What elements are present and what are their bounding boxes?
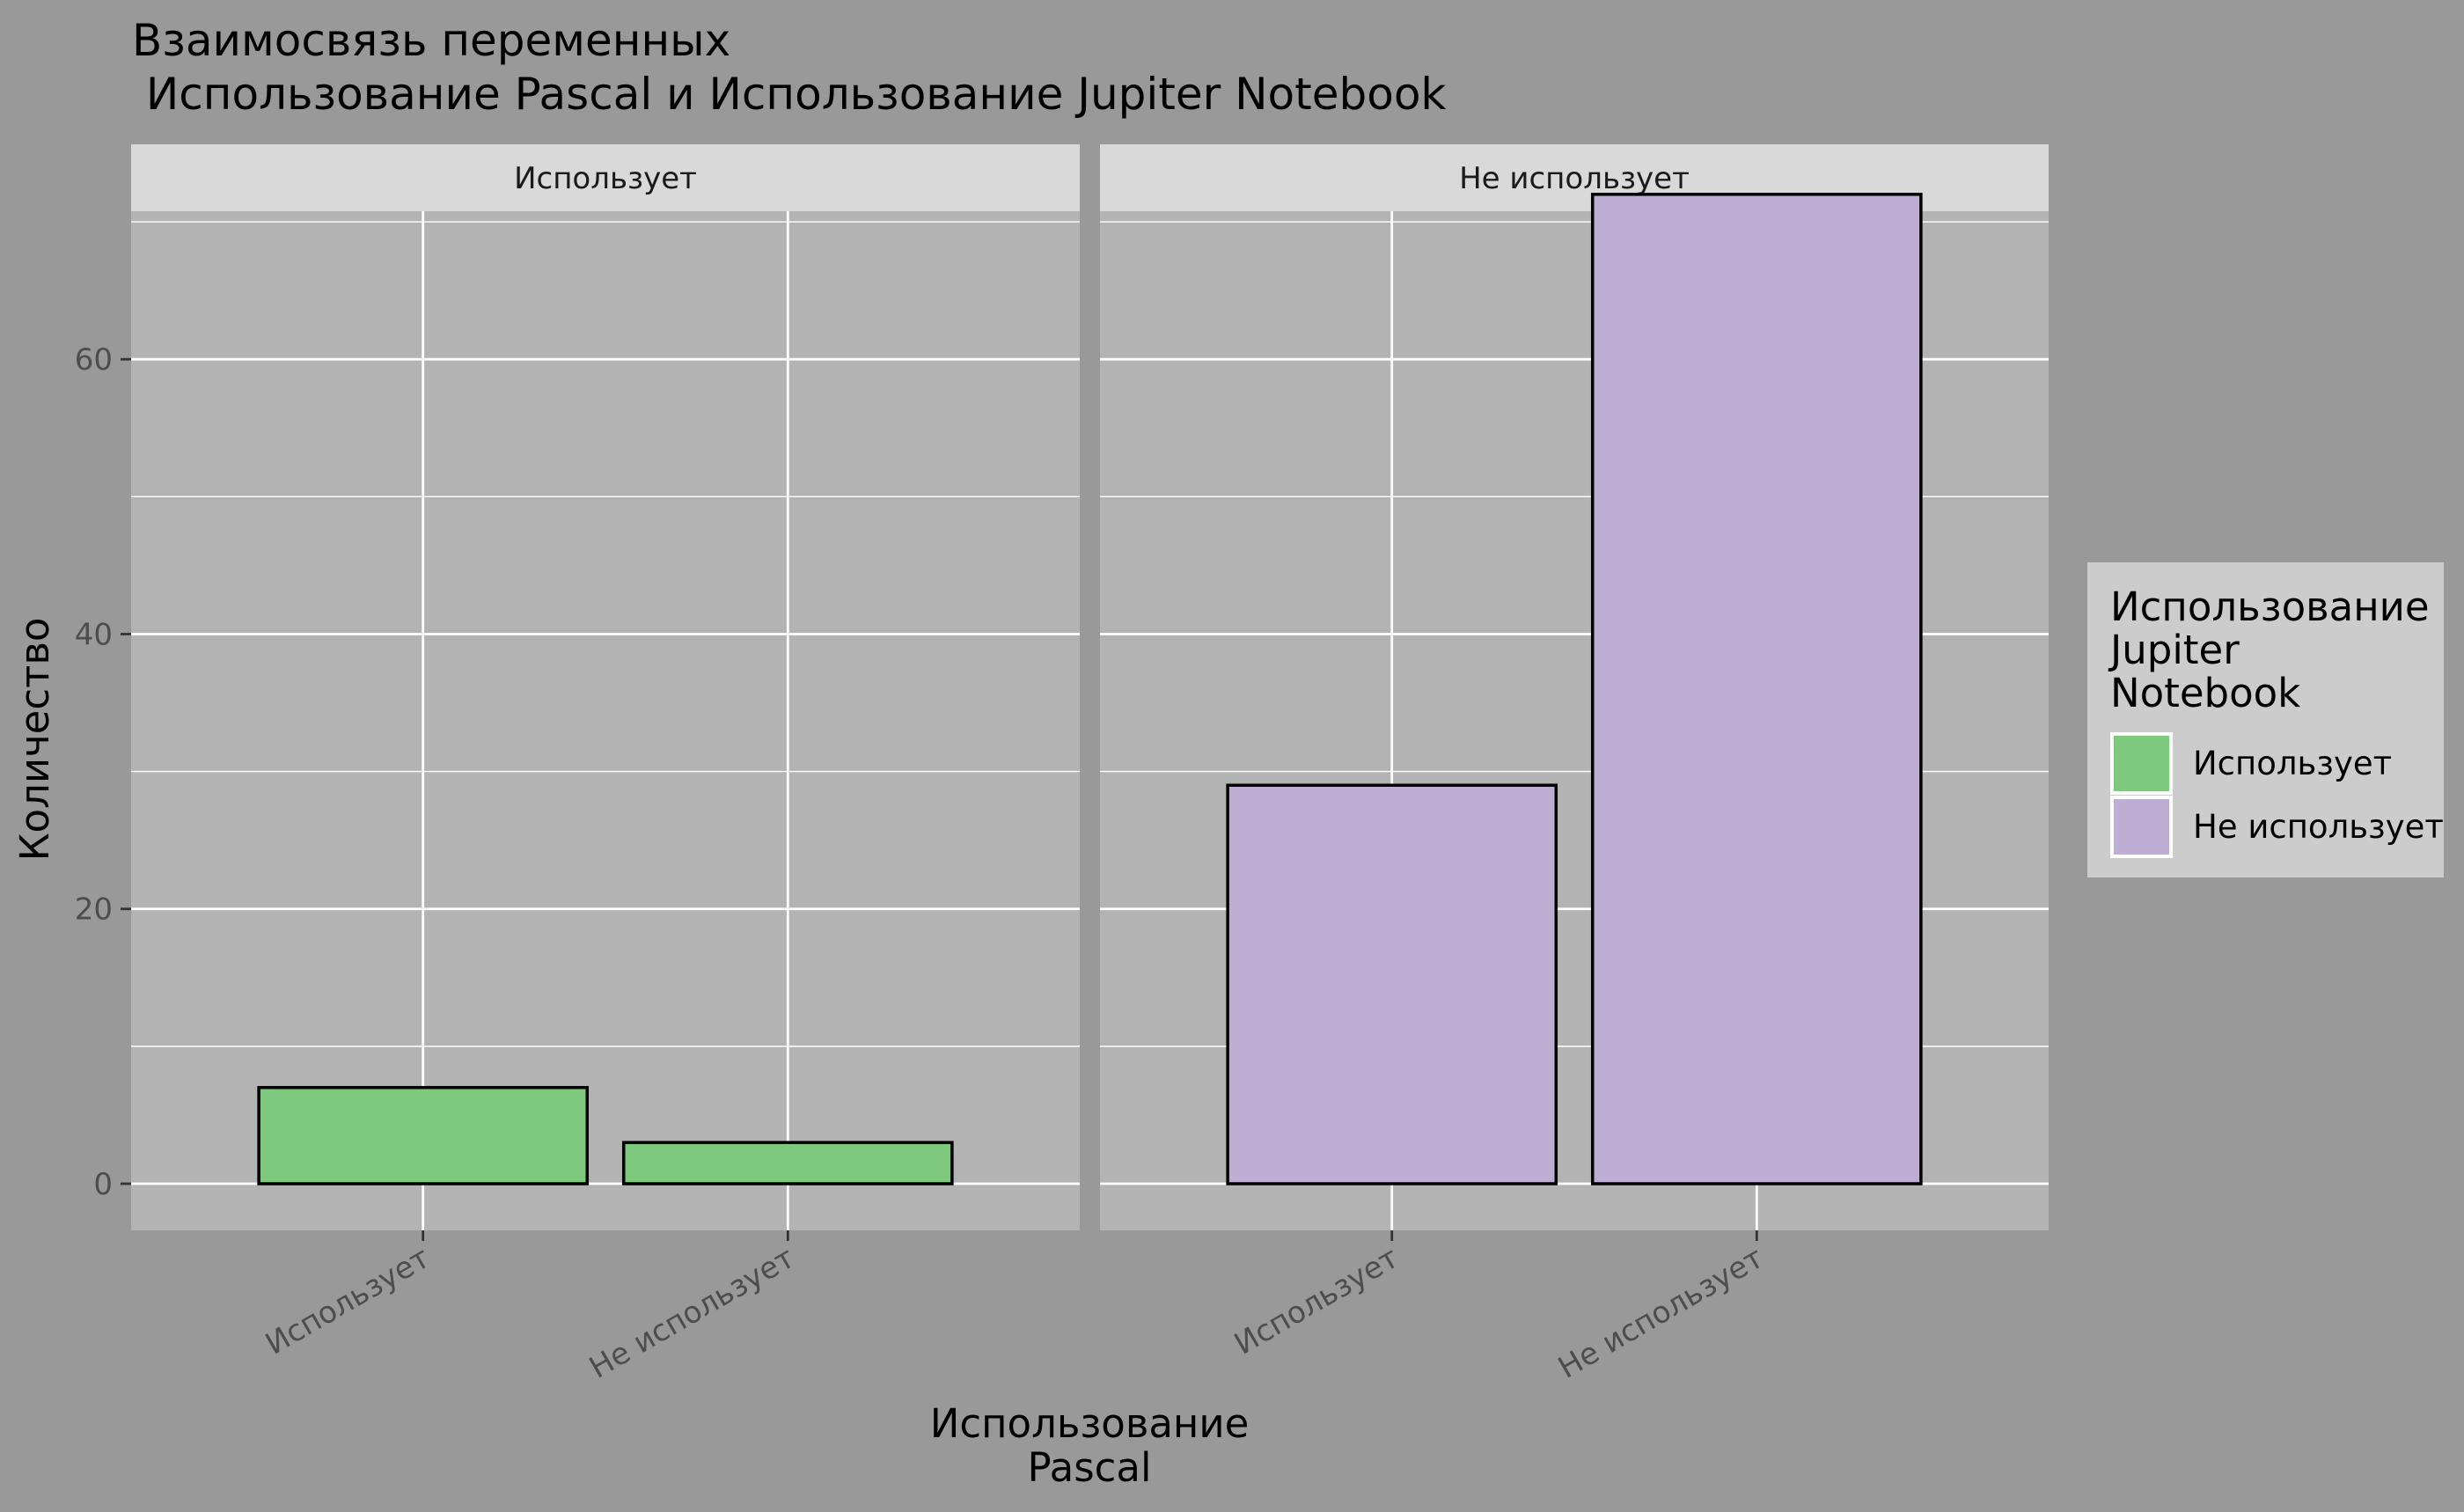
bar [1590,193,1923,1185]
facet-strip-label: Не использует [1459,161,1690,196]
legend-title-line-2: Jupiter [2108,627,2240,673]
bar [621,1141,954,1185]
y-axis: 0 20 40 60 [75,342,131,1202]
facet-panels: Использует Не использует [131,144,2049,1230]
bar [257,1085,590,1185]
chart-title-line-2: Использование Pascal и Использование Jup… [132,69,1446,120]
panel-background [131,211,1080,1230]
x-axis-title-line-1: Использование [930,1400,1250,1447]
legend-item-label: Не использует [2193,808,2444,846]
legend-key-swatch [2114,736,2169,791]
legend-title-line-1: Использование [2110,584,2430,630]
bar [1226,783,1558,1185]
legend-title-line-3: Notebook [2110,670,2300,716]
legend-item-label: Использует [2193,745,2392,782]
chart-title-line-1: Взаимосвязь переменных [132,15,730,66]
y-tick-label: 40 [75,617,113,652]
legend-key-swatch [2114,799,2169,855]
y-axis-title: Количество [11,618,58,862]
legend: Использование Jupiter Notebook Используе… [2087,562,2444,877]
y-tick-label: 60 [75,342,113,378]
facet-strip [131,144,1080,211]
y-tick-label: 20 [75,892,113,928]
legend-items: Использует Не использует [2110,732,2444,858]
facet-strip-label: Использует [514,161,697,196]
facet-panel: Не использует [1100,144,2049,1230]
y-tick-label: 0 [93,1167,113,1202]
x-axis-title-line-2: Pascal [1028,1444,1152,1491]
facet-panel: Использует [131,144,1080,1230]
